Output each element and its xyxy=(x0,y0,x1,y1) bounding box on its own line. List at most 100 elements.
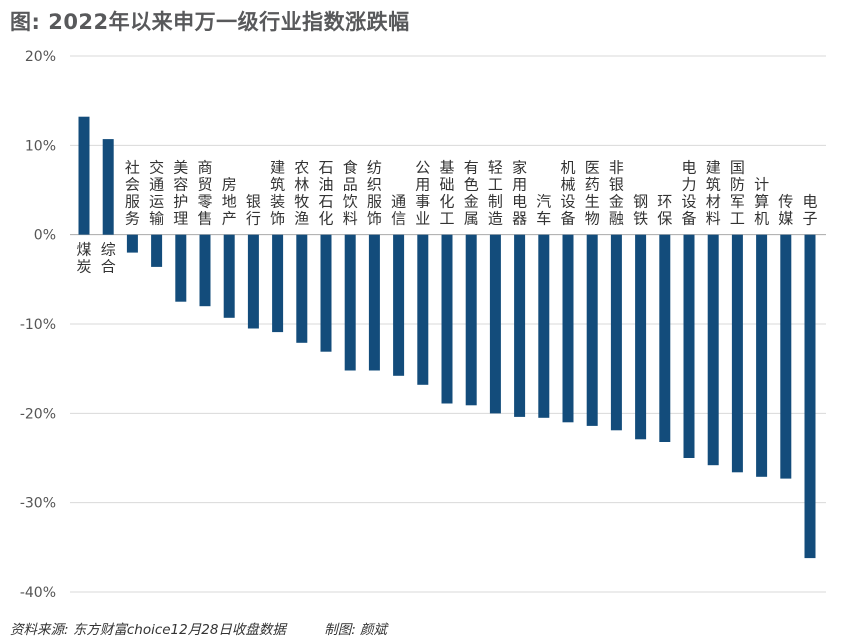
svg-text:地: 地 xyxy=(222,193,237,211)
svg-text:筑: 筑 xyxy=(706,176,721,194)
svg-text:钢: 钢 xyxy=(633,193,648,211)
bar xyxy=(538,234,550,418)
bar xyxy=(465,234,477,406)
svg-text:用: 用 xyxy=(512,176,527,194)
svg-text:社: 社 xyxy=(125,159,140,177)
svg-text:装: 装 xyxy=(270,193,285,211)
y-tick-label: -10% xyxy=(20,317,56,333)
svg-text:织: 织 xyxy=(367,176,382,194)
svg-text:通: 通 xyxy=(149,176,164,194)
svg-text:金: 金 xyxy=(464,193,479,211)
svg-text:算: 算 xyxy=(754,193,769,211)
svg-text:输: 输 xyxy=(149,210,164,228)
bar xyxy=(731,234,743,473)
svg-text:农: 农 xyxy=(294,159,309,177)
category-label: 电子 xyxy=(802,193,817,228)
svg-text:基: 基 xyxy=(439,159,454,177)
svg-text:械: 械 xyxy=(560,176,575,194)
bar xyxy=(514,234,526,417)
svg-text:业: 业 xyxy=(415,210,430,228)
svg-text:运: 运 xyxy=(149,193,164,211)
svg-text:料: 料 xyxy=(706,210,721,228)
svg-text:铁: 铁 xyxy=(633,210,648,228)
svg-text:子: 子 xyxy=(802,210,817,228)
svg-text:工: 工 xyxy=(488,176,503,194)
svg-text:力: 力 xyxy=(681,176,696,194)
svg-text:媒: 媒 xyxy=(778,210,793,228)
svg-text:车: 车 xyxy=(536,210,551,228)
svg-text:会: 会 xyxy=(125,176,140,194)
svg-text:制: 制 xyxy=(488,193,503,211)
category-label: 煤炭 xyxy=(76,241,91,276)
svg-text:汽: 汽 xyxy=(536,193,551,211)
svg-text:造: 造 xyxy=(488,210,503,228)
svg-text:交: 交 xyxy=(149,159,164,177)
category-labels: 煤炭综合社会服务交通运输美容护理商贸零售房地产银行建筑装饰农林牧渔石油石化食品饮… xyxy=(76,159,817,276)
svg-text:饰: 饰 xyxy=(367,210,382,228)
svg-text:电: 电 xyxy=(512,193,527,211)
svg-text:础: 础 xyxy=(439,176,454,194)
svg-text:建: 建 xyxy=(270,159,285,177)
bar xyxy=(562,234,574,423)
svg-text:容: 容 xyxy=(173,176,188,194)
svg-text:品: 品 xyxy=(343,176,358,194)
category-label: 房地产 xyxy=(222,176,237,228)
bar xyxy=(320,234,332,352)
svg-text:备: 备 xyxy=(560,210,575,228)
category-label: 钢铁 xyxy=(633,193,648,228)
y-tick-label: 10% xyxy=(25,138,56,154)
svg-text:医: 医 xyxy=(585,159,600,177)
svg-text:机: 机 xyxy=(560,159,575,177)
category-label: 通信 xyxy=(391,193,406,228)
svg-text:电: 电 xyxy=(681,159,696,177)
svg-text:事: 事 xyxy=(415,193,430,211)
bar xyxy=(247,234,259,329)
svg-text:饮: 饮 xyxy=(343,193,358,211)
svg-text:美: 美 xyxy=(173,159,188,177)
svg-text:融: 融 xyxy=(609,210,624,228)
bar xyxy=(489,234,501,414)
footer: 资料来源: 东方财富choice12月28日收盘数据 制图: 颜斌 xyxy=(10,618,421,638)
svg-text:房: 房 xyxy=(222,176,237,194)
bar xyxy=(586,234,598,426)
chart-title: 图: 2022年以来申万一级行业指数涨跌幅 xyxy=(10,10,410,34)
svg-text:饰: 饰 xyxy=(270,210,285,228)
svg-text:用: 用 xyxy=(415,176,430,194)
y-tick-label: -20% xyxy=(20,406,56,422)
svg-text:设: 设 xyxy=(560,193,575,211)
svg-text:服: 服 xyxy=(367,193,382,211)
svg-text:通: 通 xyxy=(391,193,406,211)
bar xyxy=(441,234,453,404)
bar xyxy=(393,234,405,376)
svg-text:机: 机 xyxy=(754,210,769,228)
category-label: 计算机 xyxy=(754,176,769,228)
svg-text:非: 非 xyxy=(609,159,624,177)
svg-text:护: 护 xyxy=(173,193,188,211)
svg-text:公: 公 xyxy=(415,159,430,177)
y-tick-label: 20% xyxy=(25,49,56,65)
svg-text:林: 林 xyxy=(294,176,309,194)
svg-text:物: 物 xyxy=(585,210,600,228)
y-tick-label: 0% xyxy=(34,228,56,244)
svg-text:保: 保 xyxy=(657,210,672,228)
svg-text:轻: 轻 xyxy=(488,159,503,177)
svg-text:属: 属 xyxy=(464,210,479,228)
bar xyxy=(659,234,671,442)
svg-text:金: 金 xyxy=(609,193,624,211)
svg-text:渔: 渔 xyxy=(294,210,309,228)
svg-text:工: 工 xyxy=(730,210,745,228)
svg-text:务: 务 xyxy=(125,210,140,228)
svg-text:银: 银 xyxy=(246,193,261,211)
bar xyxy=(756,234,768,477)
svg-text:生: 生 xyxy=(585,193,600,211)
svg-text:色: 色 xyxy=(464,176,479,194)
category-label: 环保 xyxy=(657,193,672,228)
svg-text:食: 食 xyxy=(343,159,358,177)
